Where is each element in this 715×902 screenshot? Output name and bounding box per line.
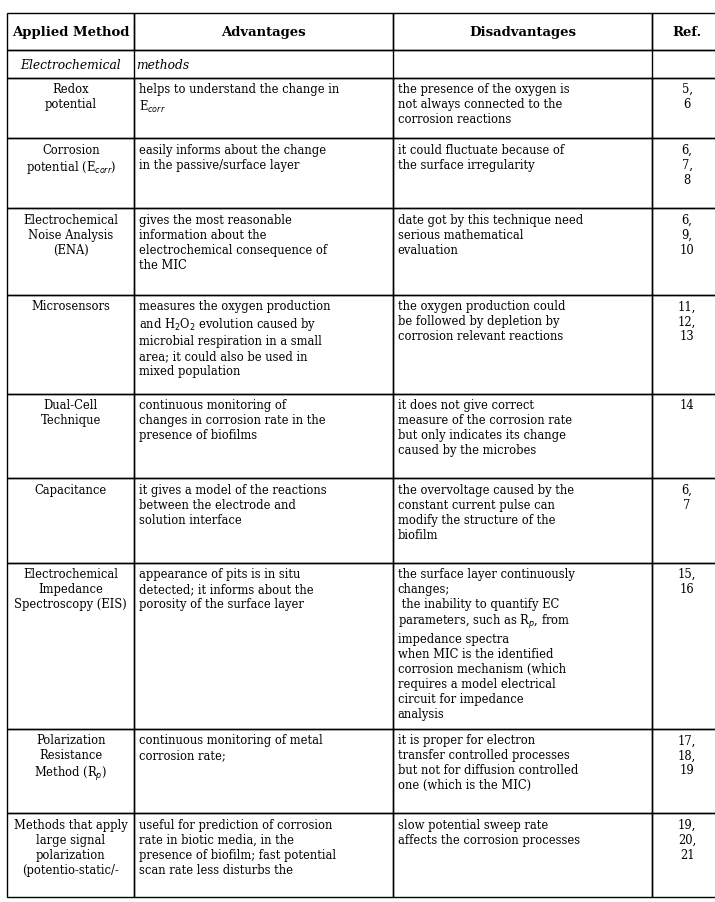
Text: Ref.: Ref. [673, 26, 701, 39]
Text: Electrochemical: Electrochemical [21, 59, 121, 71]
Bar [652, 563, 715, 729]
Text: appearance of pits is in situ
detected; it informs about the
porosity of the sur: appearance of pits is in situ detected; … [139, 567, 313, 611]
Text: Methods that apply
large signal
polarization
(potentio-static/-: Methods that apply large signal polariza… [14, 818, 128, 876]
Bar [393, 296, 652, 394]
Bar [652, 479, 715, 563]
Bar [7, 563, 134, 729]
Text: Electrochemical
Noise Analysis
(ENA): Electrochemical Noise Analysis (ENA) [24, 214, 118, 256]
Bar [652, 139, 715, 209]
Text: 17,
18,
19: 17, 18, 19 [678, 733, 696, 777]
Text: 6,
7: 6, 7 [681, 483, 693, 511]
Bar [393, 78, 652, 139]
Text: continuous monitoring of metal
corrosion rate;: continuous monitoring of metal corrosion… [139, 733, 322, 761]
Text: 5,
6: 5, 6 [681, 83, 693, 111]
Bar [134, 814, 393, 897]
Bar [652, 209, 715, 296]
Bar [134, 139, 393, 209]
Bar [7, 296, 134, 394]
Bar [652, 14, 715, 51]
Bar [393, 139, 652, 209]
Text: date got by this technique need
serious mathematical
evaluation: date got by this technique need serious … [398, 214, 583, 256]
Bar [393, 479, 652, 563]
Text: Disadvantages: Disadvantages [469, 26, 576, 39]
Text: useful for prediction of corrosion
rate in biotic media, in the
presence of biof: useful for prediction of corrosion rate … [139, 818, 336, 876]
Bar [393, 394, 652, 479]
Bar [393, 729, 652, 814]
Text: Applied Method: Applied Method [12, 26, 129, 39]
Text: 19,
20,
21: 19, 20, 21 [678, 818, 696, 861]
Text: continuous monitoring of
changes in corrosion rate in the
presence of biofilms: continuous monitoring of changes in corr… [139, 399, 325, 442]
Bar [652, 296, 715, 394]
Bar [652, 394, 715, 479]
Bar [134, 78, 393, 139]
Bar [393, 563, 652, 729]
Text: it could fluctuate because of
the surface irregularity: it could fluctuate because of the surfac… [398, 143, 563, 171]
Text: methods: methods [137, 59, 189, 71]
Text: Redox
potential: Redox potential [45, 83, 97, 111]
Bar [134, 479, 393, 563]
Bar [7, 14, 134, 51]
Text: slow potential sweep rate
affects the corrosion processes: slow potential sweep rate affects the co… [398, 818, 580, 846]
Text: it is proper for electron
transfer controlled processes
but not for diffusion co: it is proper for electron transfer contr… [398, 733, 578, 791]
Bar [652, 729, 715, 814]
Bar [7, 51, 715, 78]
Bar [134, 14, 393, 51]
Bar [134, 209, 393, 296]
Text: the oxygen production could
be followed by depletion by
corrosion relevant react: the oxygen production could be followed … [398, 300, 565, 343]
Bar [393, 14, 652, 51]
Text: 11,
12,
13: 11, 12, 13 [678, 300, 696, 343]
Bar [134, 296, 393, 394]
Text: 6,
7,
8: 6, 7, 8 [681, 143, 693, 187]
Text: it gives a model of the reactions
between the electrode and
solution interface: it gives a model of the reactions betwee… [139, 483, 326, 526]
Text: helps to understand the change in
E$_{corr}$: helps to understand the change in E$_{co… [139, 83, 339, 115]
Bar [7, 394, 134, 479]
Text: gives the most reasonable
information about the
electrochemical consequence of
t: gives the most reasonable information ab… [139, 214, 327, 272]
Bar [7, 209, 134, 296]
Text: Microsensors: Microsensors [31, 300, 110, 313]
Bar [7, 479, 134, 563]
Text: Dual-Cell
Technique: Dual-Cell Technique [41, 399, 101, 427]
Text: the presence of the oxygen is
not always connected to the
corrosion reactions: the presence of the oxygen is not always… [398, 83, 569, 126]
Text: measures the oxygen production
and H$_2$O$_2$ evolution caused by
microbial resp: measures the oxygen production and H$_2$… [139, 300, 330, 377]
Bar [7, 814, 134, 897]
Text: the overvoltage caused by the
constant current pulse can
modify the structure of: the overvoltage caused by the constant c… [398, 483, 573, 541]
Text: it does not give correct
measure of the corrosion rate
but only indicates its ch: it does not give correct measure of the … [398, 399, 572, 456]
Text: Polarization
Resistance
Method (R$_p$): Polarization Resistance Method (R$_p$) [34, 733, 107, 782]
Bar [7, 139, 134, 209]
Bar [7, 78, 134, 139]
Text: Electrochemical
Impedance
Spectroscopy (EIS): Electrochemical Impedance Spectroscopy (… [14, 567, 127, 611]
Text: Capacitance: Capacitance [34, 483, 107, 496]
Bar [652, 78, 715, 139]
Bar [134, 729, 393, 814]
Text: 15,
16: 15, 16 [678, 567, 696, 595]
Text: 14: 14 [680, 399, 694, 412]
Bar [7, 729, 134, 814]
Bar [393, 209, 652, 296]
Bar [134, 394, 393, 479]
Bar [393, 814, 652, 897]
Bar [652, 814, 715, 897]
Text: Corrosion
potential (E$_{corr}$): Corrosion potential (E$_{corr}$) [26, 143, 116, 176]
Text: 6,
9,
10: 6, 9, 10 [680, 214, 694, 256]
Text: easily informs about the change
in the passive/surface layer: easily informs about the change in the p… [139, 143, 326, 171]
Text: the surface layer continuously
changes;
 the inability to quantify EC
parameters: the surface layer continuously changes; … [398, 567, 574, 721]
Text: Advantages: Advantages [222, 26, 306, 39]
Bar [134, 563, 393, 729]
